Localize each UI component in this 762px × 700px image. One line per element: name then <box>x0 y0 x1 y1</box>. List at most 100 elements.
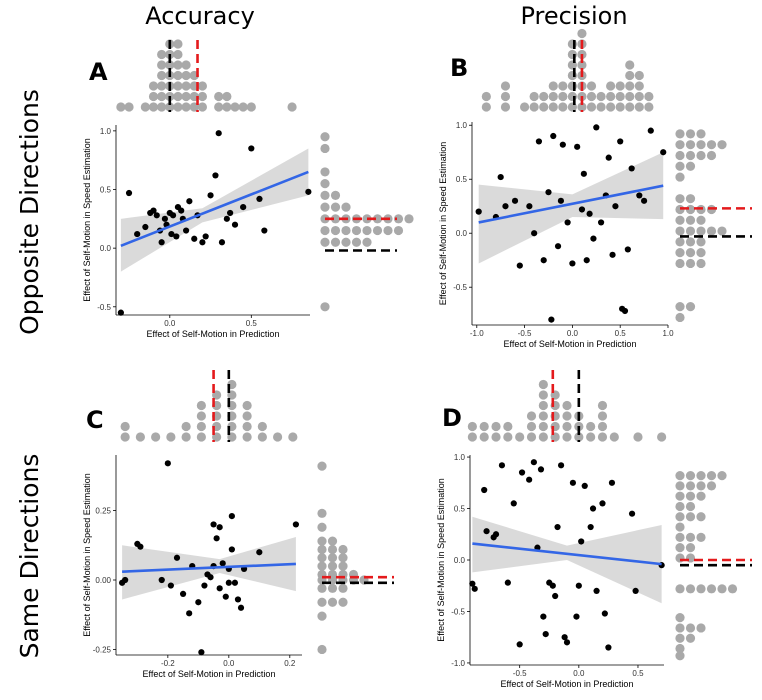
marginal-top-dot <box>197 91 208 102</box>
marginal-top-dot <box>539 102 549 112</box>
data-point <box>502 203 509 210</box>
marginal-right-dot <box>675 633 685 643</box>
marginal-top-dot <box>538 390 548 400</box>
data-point <box>581 482 588 489</box>
marginal-right-dot <box>675 651 685 661</box>
regression-line <box>478 184 664 224</box>
marginal-right-dot <box>706 140 717 150</box>
x-tick-label: -0.5 <box>518 329 532 338</box>
data-point <box>590 235 597 242</box>
y-tick-label: 0.0 <box>100 244 112 253</box>
y-tick-label: 0.5 <box>456 175 468 184</box>
x-tick-label: 0.0 <box>573 669 585 678</box>
data-point <box>597 219 605 226</box>
data-point <box>256 549 263 556</box>
data-point <box>569 479 577 486</box>
marginal-top-dot <box>140 102 150 112</box>
y-tick-label: -0.5 <box>453 283 467 292</box>
y-tick-label: -0.5 <box>97 303 111 312</box>
marginal-right-dot <box>327 553 338 563</box>
data-point <box>178 207 185 214</box>
data-point <box>223 215 230 222</box>
marginal-right-dot <box>317 583 327 593</box>
data-point <box>530 459 537 466</box>
marginal-top-dot <box>173 39 183 49</box>
marginal-top-dot <box>214 102 224 112</box>
marginal-top-dot <box>151 432 161 442</box>
regression-line <box>120 170 309 248</box>
marginal-right-dot <box>675 481 685 491</box>
marginal-right-dot <box>330 225 341 236</box>
marginal-top-dot <box>157 102 167 112</box>
data-point <box>202 233 209 240</box>
marginal-top-dot <box>242 432 252 442</box>
marginal-right-dot <box>685 532 696 542</box>
marginal-right-dot <box>362 225 372 236</box>
marginal-top-dot <box>181 91 191 102</box>
marginal-top-dot <box>500 102 511 112</box>
marginal-top-dot <box>173 91 183 102</box>
data-point <box>237 604 245 611</box>
marginal-top-dot <box>500 81 511 91</box>
data-point <box>578 538 585 545</box>
marginal-top-dot <box>157 60 167 70</box>
marginal-right-dot <box>338 597 348 607</box>
marginal-top-dot <box>481 102 491 112</box>
marginal-top-dot <box>196 400 206 411</box>
marginal-top-dot <box>615 102 625 112</box>
marginal-top-dot <box>287 102 297 112</box>
marginal-top-dot <box>515 432 525 442</box>
marginal-right-dot <box>338 553 348 563</box>
marginal-right-dot <box>675 258 685 269</box>
data-point <box>640 197 648 204</box>
marginal-right-dot <box>685 140 696 150</box>
data-point <box>511 197 519 204</box>
marginal-right-dot <box>685 237 696 247</box>
marginal-top-dot <box>633 432 643 442</box>
marginal-top-dot <box>124 102 134 112</box>
marginal-top-dot <box>567 70 577 81</box>
y-tick-label: -0.25 <box>93 645 112 654</box>
marginal-right-dot <box>372 214 383 224</box>
data-point <box>212 172 219 179</box>
marginal-right-dot <box>341 237 351 247</box>
data-point <box>153 212 160 219</box>
marginal-top-dot <box>242 411 252 421</box>
marginal-top-dot <box>491 432 501 442</box>
y-axis-label: Effect of Self-Motion in Speed Estimatio… <box>82 138 92 301</box>
panel-letter: A <box>89 58 108 86</box>
marginal-right-dot <box>675 584 685 594</box>
data-point <box>504 579 511 586</box>
marginal-right-dot <box>330 214 341 224</box>
marginal-right-dot <box>675 470 685 481</box>
marginal-top-dot <box>120 421 130 432</box>
marginal-right-dot <box>706 150 717 161</box>
marginal-right-dot <box>317 561 327 571</box>
marginal-right-dot <box>675 512 685 522</box>
x-tick-label: 0.5 <box>615 329 627 338</box>
data-point <box>540 257 547 264</box>
data-point <box>621 307 629 315</box>
marginal-top-dot <box>558 81 568 91</box>
data-point <box>475 208 482 215</box>
marginal-top-dot <box>625 91 635 102</box>
data-point <box>261 227 268 234</box>
marginal-right-dot <box>317 508 327 518</box>
marginal-top-dot <box>615 81 625 91</box>
marginal-top-dot <box>157 91 167 102</box>
marginal-top-dot <box>529 91 539 102</box>
marginal-top-dot <box>273 432 283 442</box>
data-point <box>199 239 206 246</box>
data-point <box>573 613 580 620</box>
marginal-top-dot <box>165 102 175 112</box>
marginal-top-dot <box>181 432 191 442</box>
data-point <box>593 587 600 594</box>
x-tick-label: -0.2 <box>161 659 175 668</box>
y-tick-label: 0.00 <box>95 576 111 585</box>
data-point <box>540 613 547 620</box>
y-tick-label: -1.0 <box>451 659 465 668</box>
y-axis-label: Effect of Self-Motion in Speed Estimatio… <box>436 478 446 641</box>
marginal-top-dot <box>242 421 252 432</box>
data-point <box>215 130 222 137</box>
marginal-top-dot <box>586 421 596 432</box>
